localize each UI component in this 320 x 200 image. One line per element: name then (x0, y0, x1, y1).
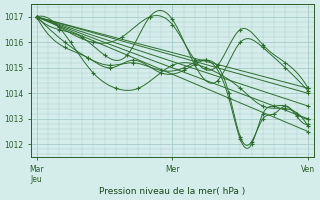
X-axis label: Pression niveau de la mer( hPa ): Pression niveau de la mer( hPa ) (99, 187, 245, 196)
